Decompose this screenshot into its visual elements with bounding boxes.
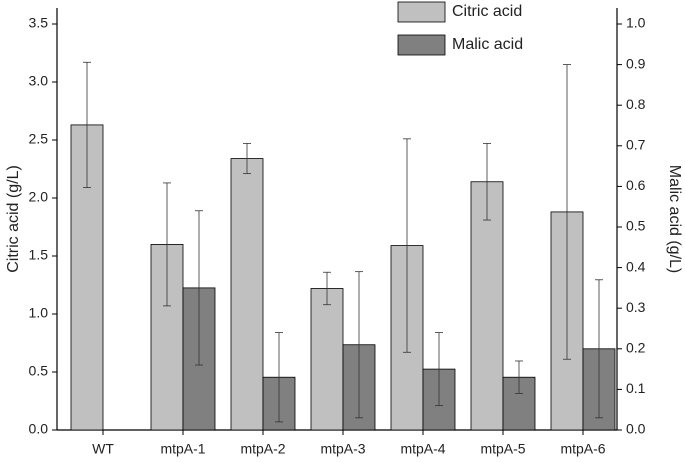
error-bar bbox=[195, 210, 203, 366]
y-tick-label: 1.5 bbox=[29, 247, 49, 263]
error-bar bbox=[515, 360, 523, 394]
error-bar bbox=[243, 143, 251, 175]
y2-tick-label: 0.4 bbox=[626, 258, 646, 274]
x-tick-label: mtpA-6 bbox=[560, 441, 605, 457]
y2-tick-label: 0.8 bbox=[626, 96, 646, 112]
y2-tick-label: 0.6 bbox=[626, 177, 646, 193]
bar bbox=[230, 158, 264, 431]
y2-axis-title: Malic acid (g/L) bbox=[666, 165, 683, 273]
error-bar bbox=[323, 271, 331, 306]
y2-tick-label: 0.5 bbox=[626, 218, 646, 234]
y2-tick-label: 0.0 bbox=[626, 421, 646, 437]
error-bar bbox=[435, 332, 443, 407]
x-tick-label: mtpA-5 bbox=[480, 441, 525, 457]
y2-tick-label: 0.2 bbox=[626, 340, 646, 356]
legend-label: Malic acid bbox=[452, 36, 523, 53]
legend-label: Citric acid bbox=[452, 3, 522, 20]
y-tick-label: 0.5 bbox=[29, 363, 49, 379]
error-bar bbox=[483, 143, 491, 221]
y-tick-label: 1.0 bbox=[29, 305, 49, 321]
y2-tick-label: 1.0 bbox=[626, 15, 646, 31]
y-tick-label: 2.0 bbox=[29, 189, 49, 205]
error-bar bbox=[163, 182, 171, 307]
y-tick-label: 3.0 bbox=[29, 73, 49, 89]
error-bar bbox=[355, 271, 363, 419]
error-bar bbox=[563, 64, 571, 360]
bar bbox=[470, 181, 504, 431]
y2-tick-label: 0.7 bbox=[626, 137, 646, 153]
x-tick-label: mtpA-1 bbox=[160, 441, 205, 457]
y2-tick-label: 0.1 bbox=[626, 380, 646, 396]
y2-tick-label: 0.3 bbox=[626, 299, 646, 315]
x-tick-label: mtpA-2 bbox=[240, 441, 285, 457]
bar bbox=[310, 288, 344, 431]
error-bar bbox=[83, 61, 91, 188]
error-bar bbox=[595, 279, 603, 419]
x-tick-label: mtpA-4 bbox=[400, 441, 445, 457]
x-tick-label: WT bbox=[92, 441, 114, 457]
error-bar bbox=[275, 332, 283, 423]
x-tick-label: mtpA-3 bbox=[320, 441, 365, 457]
y-tick-label: 2.5 bbox=[29, 131, 49, 147]
y2-tick-label: 0.9 bbox=[626, 55, 646, 71]
y-axis-title: Citric acid (g/L) bbox=[5, 165, 22, 273]
y-tick-label: 3.5 bbox=[29, 15, 49, 31]
legend-swatch bbox=[397, 1, 446, 23]
y-tick-label: 0.0 bbox=[29, 421, 49, 437]
error-bar bbox=[403, 138, 411, 353]
legend-swatch bbox=[397, 34, 446, 56]
